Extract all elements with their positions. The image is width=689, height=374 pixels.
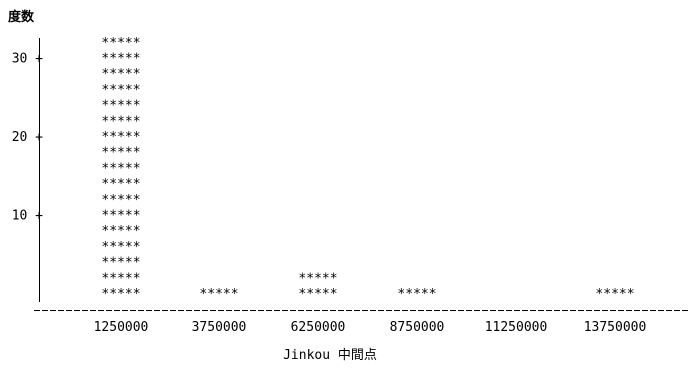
- bar-glyph-row: *****: [101, 146, 140, 161]
- bar-3750000: *****: [199, 287, 238, 302]
- x-tick-label-13750000: 13750000: [584, 320, 647, 335]
- x-tick-label-3750000: 3750000: [192, 320, 247, 335]
- bar-glyph-row: *****: [298, 271, 337, 286]
- bar-glyph-row: *****: [101, 36, 140, 51]
- bar-glyph-row: *****: [101, 209, 140, 224]
- bar-glyph-row: *****: [101, 130, 140, 145]
- y-tick-label-30: 30 +: [12, 52, 43, 67]
- bar-glyph-row: *****: [101, 240, 140, 255]
- bar-glyph-row: *****: [101, 67, 140, 82]
- y-axis-ticks: 10 + 20 + 30 +: [12, 52, 43, 224]
- x-tick-label-11250000: 11250000: [485, 320, 548, 335]
- bar-glyph-row: *****: [101, 287, 140, 302]
- x-axis-ticks: 1250000 3750000 6250000 8750000 11250000 1375…: [94, 320, 647, 335]
- bar-glyph-row: *****: [101, 99, 140, 114]
- bar-glyph-row: *****: [101, 83, 140, 98]
- histogram-bars: ****************************************…: [101, 36, 634, 302]
- bar-glyph-row: *****: [101, 177, 140, 192]
- bar-glyph-row: *****: [595, 287, 634, 302]
- bar-glyph-row: *****: [101, 193, 140, 208]
- x-tick-label-1250000: 1250000: [94, 320, 149, 335]
- x-tick-label-6250000: 6250000: [291, 320, 346, 335]
- bar-6250000: **********: [298, 271, 337, 302]
- y-axis-label: 度数: [8, 9, 35, 25]
- bar-glyph-row: *****: [101, 161, 140, 176]
- bar-13750000: *****: [595, 287, 634, 302]
- x-tick-label-8750000: 8750000: [390, 320, 445, 335]
- bar-glyph-row: *****: [101, 52, 140, 67]
- bar-glyph-row: *****: [101, 114, 140, 129]
- y-tick-label-20: 20 +: [12, 130, 43, 145]
- bar-1250000: ****************************************…: [101, 36, 140, 302]
- bar-glyph-row: *****: [298, 287, 337, 302]
- x-axis-label: Jinkou 中間点: [283, 348, 377, 363]
- bar-glyph-row: *****: [199, 287, 238, 302]
- bar-glyph-row: *****: [101, 224, 140, 239]
- bar-glyph-row: *****: [101, 271, 140, 286]
- y-tick-label-10: 10 +: [12, 209, 43, 224]
- bar-8750000: *****: [397, 287, 436, 302]
- bar-glyph-row: *****: [397, 287, 436, 302]
- bar-glyph-row: *****: [101, 256, 140, 271]
